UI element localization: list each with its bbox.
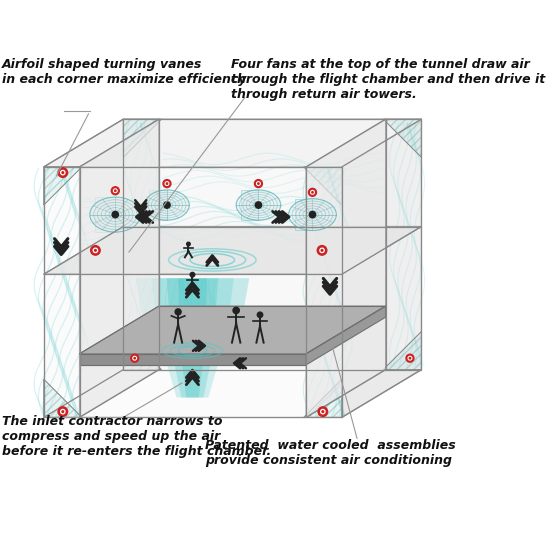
Polygon shape bbox=[167, 278, 218, 352]
Text: The inlet contractor narrows to
compress and speed up the air
before it re-enter: The inlet contractor narrows to compress… bbox=[2, 415, 271, 458]
Circle shape bbox=[320, 248, 324, 253]
Circle shape bbox=[233, 307, 239, 314]
Polygon shape bbox=[123, 331, 161, 369]
Circle shape bbox=[134, 358, 135, 359]
Circle shape bbox=[95, 249, 96, 251]
Circle shape bbox=[186, 242, 190, 246]
Circle shape bbox=[257, 312, 263, 318]
Circle shape bbox=[58, 168, 68, 177]
Circle shape bbox=[409, 358, 411, 359]
Polygon shape bbox=[44, 167, 82, 205]
Circle shape bbox=[321, 249, 323, 251]
Polygon shape bbox=[241, 190, 258, 220]
Circle shape bbox=[91, 246, 100, 255]
Polygon shape bbox=[295, 199, 312, 230]
Polygon shape bbox=[180, 343, 205, 397]
Circle shape bbox=[321, 410, 325, 414]
Circle shape bbox=[131, 354, 139, 362]
Polygon shape bbox=[123, 119, 421, 369]
Circle shape bbox=[311, 190, 314, 194]
Circle shape bbox=[114, 190, 116, 191]
Ellipse shape bbox=[236, 190, 280, 220]
Polygon shape bbox=[383, 331, 421, 369]
Polygon shape bbox=[170, 343, 214, 397]
Polygon shape bbox=[80, 119, 159, 417]
Polygon shape bbox=[123, 119, 161, 157]
Circle shape bbox=[318, 407, 328, 416]
Polygon shape bbox=[306, 306, 386, 365]
Circle shape bbox=[111, 187, 119, 195]
Circle shape bbox=[58, 407, 68, 416]
Polygon shape bbox=[44, 227, 421, 274]
Circle shape bbox=[60, 170, 65, 175]
Circle shape bbox=[133, 357, 136, 360]
Polygon shape bbox=[44, 379, 82, 417]
Circle shape bbox=[60, 410, 65, 414]
Text: Patented  water cooled  assemblies
provide consistent air conditioning: Patented water cooled assemblies provide… bbox=[205, 439, 456, 467]
Ellipse shape bbox=[145, 190, 189, 220]
Circle shape bbox=[309, 211, 316, 218]
Circle shape bbox=[255, 202, 262, 208]
Circle shape bbox=[255, 180, 262, 187]
Circle shape bbox=[62, 172, 64, 174]
Polygon shape bbox=[304, 167, 342, 205]
Circle shape bbox=[309, 189, 316, 196]
Polygon shape bbox=[135, 278, 249, 352]
Circle shape bbox=[164, 202, 170, 208]
Polygon shape bbox=[95, 197, 116, 232]
Circle shape bbox=[175, 309, 181, 315]
Circle shape bbox=[408, 357, 412, 360]
Circle shape bbox=[163, 180, 171, 187]
Ellipse shape bbox=[289, 199, 337, 230]
Polygon shape bbox=[44, 119, 421, 167]
Polygon shape bbox=[151, 278, 234, 352]
Circle shape bbox=[258, 183, 259, 184]
Circle shape bbox=[166, 183, 168, 184]
Ellipse shape bbox=[90, 197, 141, 232]
Polygon shape bbox=[304, 379, 342, 417]
Polygon shape bbox=[383, 119, 421, 157]
Circle shape bbox=[406, 354, 414, 362]
Text: Airfoil shaped turning vanes
in each corner maximize efficiency: Airfoil shaped turning vanes in each cor… bbox=[2, 58, 246, 86]
Circle shape bbox=[312, 191, 313, 193]
Circle shape bbox=[190, 272, 195, 277]
Circle shape bbox=[62, 411, 64, 412]
Polygon shape bbox=[80, 354, 306, 365]
Polygon shape bbox=[306, 119, 386, 417]
Circle shape bbox=[165, 182, 169, 185]
Polygon shape bbox=[178, 278, 207, 352]
Circle shape bbox=[257, 182, 260, 185]
Polygon shape bbox=[161, 343, 224, 397]
Circle shape bbox=[322, 411, 324, 412]
Polygon shape bbox=[342, 119, 421, 417]
Circle shape bbox=[112, 211, 118, 218]
Text: Four fans at the top of the tunnel draw air
through the flight chamber and then : Four fans at the top of the tunnel draw … bbox=[230, 58, 545, 101]
Circle shape bbox=[113, 189, 117, 193]
Polygon shape bbox=[80, 306, 386, 354]
Polygon shape bbox=[44, 167, 342, 417]
Circle shape bbox=[94, 248, 97, 253]
Polygon shape bbox=[150, 190, 167, 220]
Circle shape bbox=[317, 246, 327, 255]
